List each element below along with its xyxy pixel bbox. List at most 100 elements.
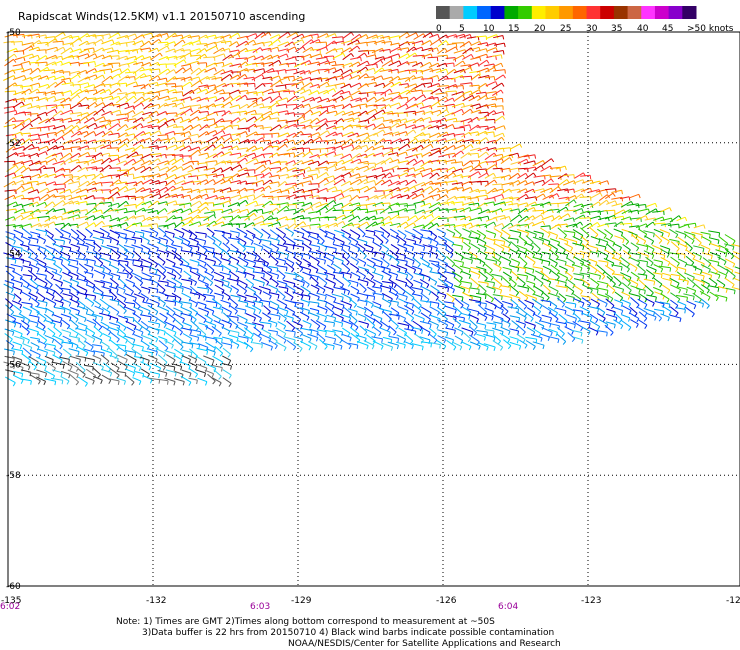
wind-barb-flag — [124, 96, 129, 101]
wind-barb-flag — [189, 208, 193, 213]
wind-barb — [595, 189, 607, 193]
wind-barb-flag — [198, 87, 202, 92]
wind-barb-flag — [559, 215, 563, 220]
wind-barb — [374, 138, 384, 146]
wind-barb — [350, 56, 361, 60]
wind-barb-flag — [279, 160, 282, 165]
wind-barb — [411, 89, 423, 93]
wind-barb-flag — [189, 64, 192, 69]
wind-barb — [76, 174, 85, 180]
wind-barb — [374, 160, 385, 166]
wind-barb-flag — [162, 261, 166, 266]
wind-barb — [646, 265, 657, 271]
wind-barb — [133, 96, 143, 104]
wind-barb — [476, 116, 487, 121]
wind-barb-flag — [687, 224, 690, 229]
wind-barb-flag — [291, 268, 295, 273]
wind-barb-flag — [108, 153, 111, 158]
wind-barb — [676, 241, 688, 248]
wind-barb — [205, 96, 217, 100]
wind-barb — [3, 75, 15, 81]
wind-barb — [110, 138, 121, 143]
wind-barb-flag — [309, 109, 314, 114]
wind-barb-flag — [502, 35, 505, 40]
wind-barb-flag — [415, 138, 419, 142]
legend-label: 20 — [534, 24, 546, 34]
wind-barb — [214, 96, 224, 102]
wind-barb-flag — [197, 134, 200, 139]
wind-barb — [260, 31, 269, 38]
wind-barb — [558, 237, 569, 242]
wind-barb — [437, 85, 449, 87]
wind-barb — [603, 209, 615, 212]
wind-barb — [606, 243, 616, 252]
wind-barb-flag — [500, 54, 503, 59]
wind-barb-flag — [327, 98, 330, 103]
wind-barb-flag — [447, 208, 449, 213]
wind-barb — [158, 166, 168, 172]
wind-barb — [437, 258, 448, 265]
wind-barb — [205, 88, 216, 95]
wind-barb-flag — [13, 181, 17, 185]
wind-barb-flag — [654, 203, 658, 208]
wind-barb — [27, 189, 38, 194]
wind-barb — [269, 250, 281, 255]
wind-barb — [470, 139, 480, 143]
wind-barb — [574, 172, 584, 179]
wind-barb — [467, 152, 479, 155]
wind-barb — [437, 201, 448, 206]
wind-barb-flag — [581, 208, 584, 213]
wind-barb — [85, 101, 96, 110]
wind-barb — [101, 39, 113, 45]
wind-barb — [254, 164, 264, 171]
wind-barb — [204, 144, 214, 152]
wind-barb — [76, 96, 87, 104]
wind-barb — [357, 258, 367, 264]
wind-barb — [270, 34, 280, 40]
wind-barb — [246, 175, 257, 178]
wind-barb — [420, 61, 431, 68]
wind-barb-flag — [493, 221, 497, 226]
wind-barb — [237, 256, 249, 264]
wind-barb — [261, 47, 271, 51]
wind-barb — [389, 131, 399, 136]
wind-barb — [213, 110, 225, 113]
wind-barb-flag — [277, 47, 280, 52]
wind-barb — [475, 130, 486, 137]
wind-barb — [269, 188, 281, 193]
wind-barb-flag — [448, 154, 451, 159]
wind-barb — [477, 42, 488, 46]
wind-barb — [276, 166, 287, 173]
wind-barb — [228, 53, 239, 59]
wind-barb — [236, 35, 248, 40]
wind-barb — [213, 35, 224, 39]
wind-barb — [37, 173, 47, 179]
wind-barb — [476, 125, 488, 128]
wind-barb — [557, 179, 568, 187]
wind-barb — [53, 75, 64, 81]
wind-barb — [166, 55, 177, 59]
wind-barb — [221, 101, 231, 108]
wind-barb-flag — [452, 124, 455, 129]
wind-barb — [125, 133, 135, 137]
wind-barb — [70, 130, 80, 138]
wind-barb-flag — [180, 116, 184, 121]
wind-barb — [278, 48, 288, 52]
wind-barb-flag — [29, 262, 31, 267]
wind-barb — [501, 222, 512, 230]
wind-barb-flag — [189, 195, 192, 200]
wind-barb-flag — [199, 104, 202, 109]
wind-barb-flag — [159, 68, 161, 73]
wind-barb — [61, 82, 73, 85]
wind-barb-flag — [255, 158, 259, 163]
wind-barb — [411, 235, 422, 241]
wind-barb — [333, 174, 343, 181]
wind-barb-flag — [45, 151, 48, 156]
wind-barb — [365, 82, 376, 86]
wind-barb-flag — [597, 222, 601, 226]
wind-barb-flag — [205, 233, 207, 238]
wind-barb — [219, 271, 231, 276]
wind-barb — [123, 187, 136, 193]
wind-barb-flag — [356, 195, 361, 199]
wind-barb-flag — [30, 68, 33, 73]
